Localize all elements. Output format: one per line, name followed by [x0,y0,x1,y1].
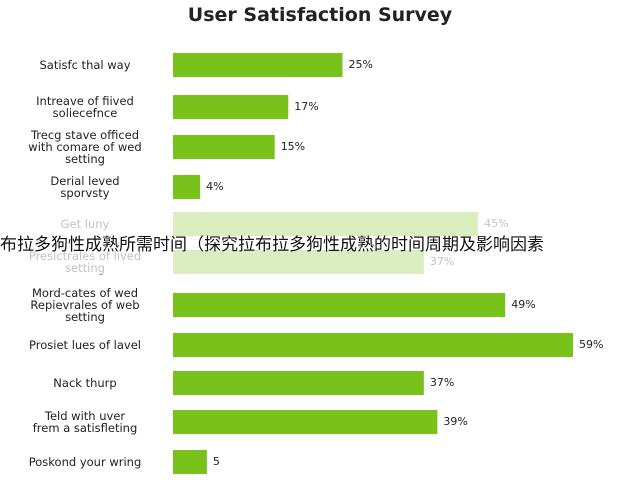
value-label: 39% [443,415,467,428]
bar [173,371,424,395]
overlay-band [0,212,640,274]
category-label: Poskond your wring [28,455,142,469]
category-label: Prosiet lues of lavel [29,338,141,352]
bar [173,410,438,434]
bar [173,175,201,199]
value-label: 4% [206,180,223,193]
value-label: 5 [213,455,220,468]
bar [173,333,573,357]
bar [173,95,289,119]
category-label: Satisfc thal way [39,58,131,72]
chart-title: User Satisfaction Survey [187,4,453,26]
category-label: Teld with uver frem a satisfleting [32,409,138,435]
value-label: 15% [281,140,305,153]
bar [173,293,506,317]
category-label: Intreave of fiived soliecefnce [36,94,134,120]
bar [173,450,207,474]
bar [173,53,343,77]
bar [173,135,275,159]
overlay-text: 布拉多狗性成熟所需时间（探究拉布拉多狗性成熟的时间周期及影响因素 [0,235,544,255]
category-label: Derial leved sporvsty [50,174,120,200]
value-label: 49% [511,298,535,311]
category-label: Mord-cates of wed Repievrales of web set… [30,286,140,324]
value-label: 37% [430,376,454,389]
value-label: 17% [294,100,318,113]
value-label: 25% [348,58,372,71]
category-label: Trecg stave officed with comare of wed s… [28,128,142,166]
value-label: 59% [579,338,603,351]
category-label: Nack thurp [53,376,117,390]
